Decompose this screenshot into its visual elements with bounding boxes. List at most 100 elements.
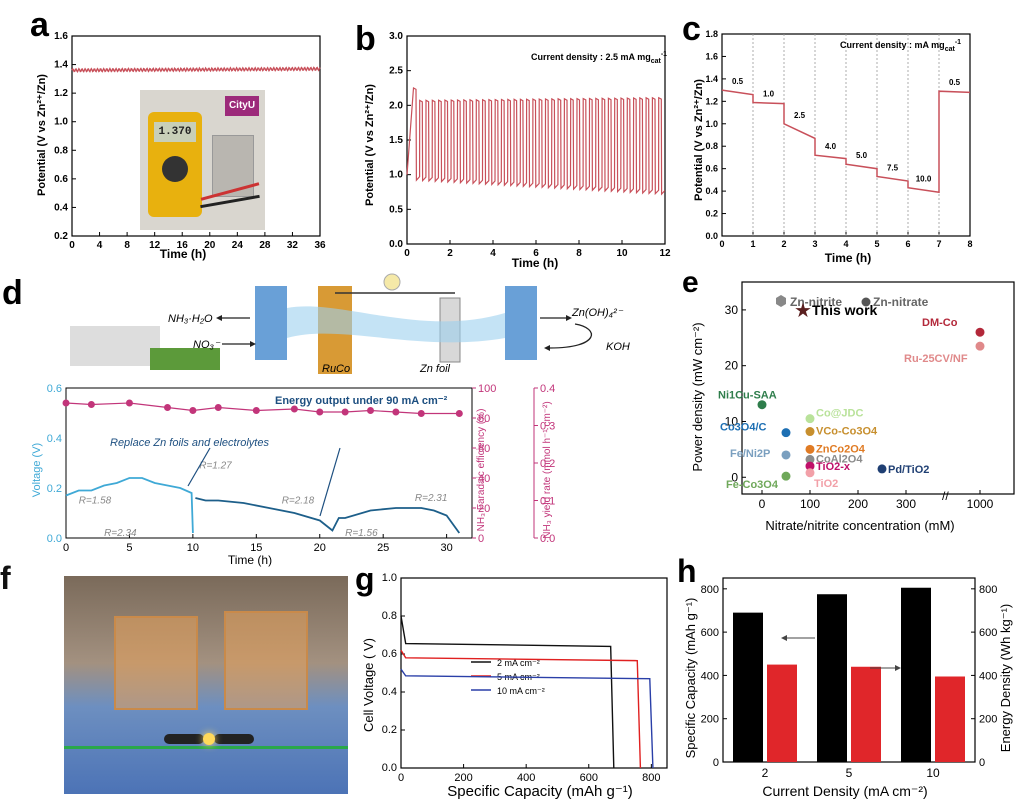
annotation-c: Current density : mA mgcat-1 [840, 39, 961, 53]
scatter-point [805, 454, 815, 464]
y-tick-label: 0.6 [54, 174, 68, 185]
y2-tick-label: 40 [478, 473, 490, 485]
step-label: 2.5 [794, 111, 806, 120]
schematic-d: NH₃·H₂O NO₃⁻ RuCo Zn foil Zn(OH)₄²⁻ KOH [70, 273, 630, 375]
legend-label: 2 mA cm⁻² [497, 658, 540, 668]
y-tick-label: 0.5 [389, 204, 403, 215]
fe-point [62, 399, 70, 407]
scatter-point [805, 444, 815, 454]
y-tick-label: 0.4 [54, 202, 68, 213]
fe-point [164, 404, 171, 411]
label-koh: KOH [606, 341, 630, 353]
right-plate [505, 286, 537, 360]
x-tick-label: 32 [287, 240, 299, 251]
x-tick-label: 0 [404, 248, 410, 259]
y-tick-label: 1.0 [389, 170, 403, 181]
ylabel-h: Specific Capacity (mAh g⁻¹) [683, 598, 698, 759]
battery-photo [64, 576, 348, 794]
scatter-point [975, 327, 985, 337]
y-tick-label: 0.0 [382, 762, 397, 774]
ylabel-g: Cell Voltage ( V) [361, 638, 376, 732]
y-tick-label: 1.0 [54, 117, 68, 128]
arrow-head-koh [544, 345, 550, 351]
scatter-point [975, 341, 985, 351]
label-nh3: NH₃·H₂O [168, 313, 213, 325]
y-tick-label: 0.0 [705, 231, 718, 241]
x-tick-label: 0 [759, 497, 766, 511]
x-tick-label: 36 [314, 240, 326, 251]
ylabel-b: Potential (V vs Zn²⁺/Zn) [364, 84, 376, 206]
x-tick-label: 300 [896, 497, 916, 511]
scatter-point [805, 427, 815, 437]
label-no3: NO₃⁻ [193, 339, 221, 351]
plot-frame [741, 281, 1015, 495]
x-tick-label: 4 [97, 240, 103, 251]
xlabel-e: Nitrate/nitrite concentration (mM) [765, 518, 954, 533]
series-line-g [400, 615, 615, 769]
fe-line [65, 402, 460, 415]
y-tick-label: 1.2 [54, 88, 68, 99]
xlabel-h: Current Density (mA cm⁻²) [762, 783, 927, 799]
battery-stack-left [114, 616, 198, 710]
y-tick-label: 1.4 [705, 74, 718, 84]
legend-label: Zn-nitrate [873, 295, 929, 309]
r-label: R=2.18 [282, 496, 315, 507]
this-work-star-icon: ★ [794, 300, 812, 322]
y-tick-label: 1.6 [705, 51, 718, 61]
y-tick-label: 1.0 [705, 119, 718, 129]
x-tick-label: 5 [874, 239, 879, 249]
x-tick-label: 12 [659, 248, 671, 259]
this-work-label: This work [812, 302, 878, 318]
x-tick-label: 4 [843, 239, 848, 249]
annotation-b: Current density : 2.5 mA mgcat-1 [531, 51, 667, 65]
legend-hex-icon [776, 295, 786, 307]
fe-point [316, 408, 324, 416]
x-tick-label: 200 [454, 772, 472, 784]
panel-letter-h: h [677, 553, 697, 589]
factory-illustration [70, 326, 160, 366]
x-tick-label: 30 [441, 542, 453, 554]
y2-tick-label: 0 [979, 757, 985, 769]
replace-note-d: Replace Zn foils and electrolytes [110, 437, 269, 449]
y-tick-label: 0.4 [382, 686, 397, 698]
voltage-line-2 [195, 497, 461, 534]
panel-letter-b: b [355, 20, 376, 58]
panel-g: g 0 200 400 600 800 0.0 0.2 0.4 0.6 0.8 1.0 2 mA cm… [355, 561, 668, 800]
y-tick-label: 0.2 [705, 209, 718, 219]
plot-a: 0 4 8 12 16 20 24 28 32 36 0.2 0.4 0.6 0.8 1.0 1.2 1.4 1.… [54, 31, 326, 251]
xlabel-c: Time (h) [825, 251, 871, 265]
panel-a: a 0 4 8 12 16 20 24 28 32 36 0.2 0.4 0.6 0.8 1.0 1.2 1.4… [30, 6, 326, 261]
label-ruco: RuCo [322, 363, 350, 375]
y-tick-label: 1.6 [54, 31, 68, 42]
y-tick-label: 0.2 [54, 231, 68, 242]
xlabel-a: Time (h) [160, 247, 206, 261]
x-tick-label: 2 [781, 239, 786, 249]
phone-photo-a: 1.370 CityU [140, 90, 265, 230]
plot-h: 0 200 400 600 800 0 200 400 600 800 2 5 10 [701, 577, 997, 780]
panel-letter-e: e [682, 266, 699, 299]
x-tick-label: 5 [846, 766, 853, 780]
x-tick-label: 6 [905, 239, 910, 249]
point-label: Co@JDC [816, 408, 863, 420]
bar [817, 594, 847, 762]
y-tick-label: 0.2 [382, 724, 397, 736]
y3-tick-label: 0.3 [540, 421, 555, 433]
plot-frame [65, 387, 473, 539]
step-label: 4.0 [825, 142, 837, 151]
x-tick-label: 600 [580, 772, 598, 784]
x-tick-label: 7 [936, 239, 941, 249]
ylabel-a: Potential (V vs Zn²⁺/Zn) [36, 74, 48, 196]
left-plate [255, 286, 287, 360]
plot-e: 0 100 200 300 1000 0 10 20 30 // Zn-nitrite Zn-nitr… [718, 281, 1015, 511]
y-tick-label: 0.4 [705, 186, 718, 196]
step-label: 0.5 [949, 78, 961, 87]
series-line-a [71, 66, 321, 74]
y3-tick-label: 0.4 [540, 383, 555, 395]
y-tick-label: 0 [713, 757, 719, 769]
step-label: 10.0 [916, 175, 932, 184]
panel-letter-f: f [0, 560, 11, 596]
ylabel-d: Voltage (V) [31, 443, 43, 497]
axis-break: // [942, 489, 949, 503]
fe-point [417, 410, 425, 417]
battery-cell [212, 135, 254, 197]
